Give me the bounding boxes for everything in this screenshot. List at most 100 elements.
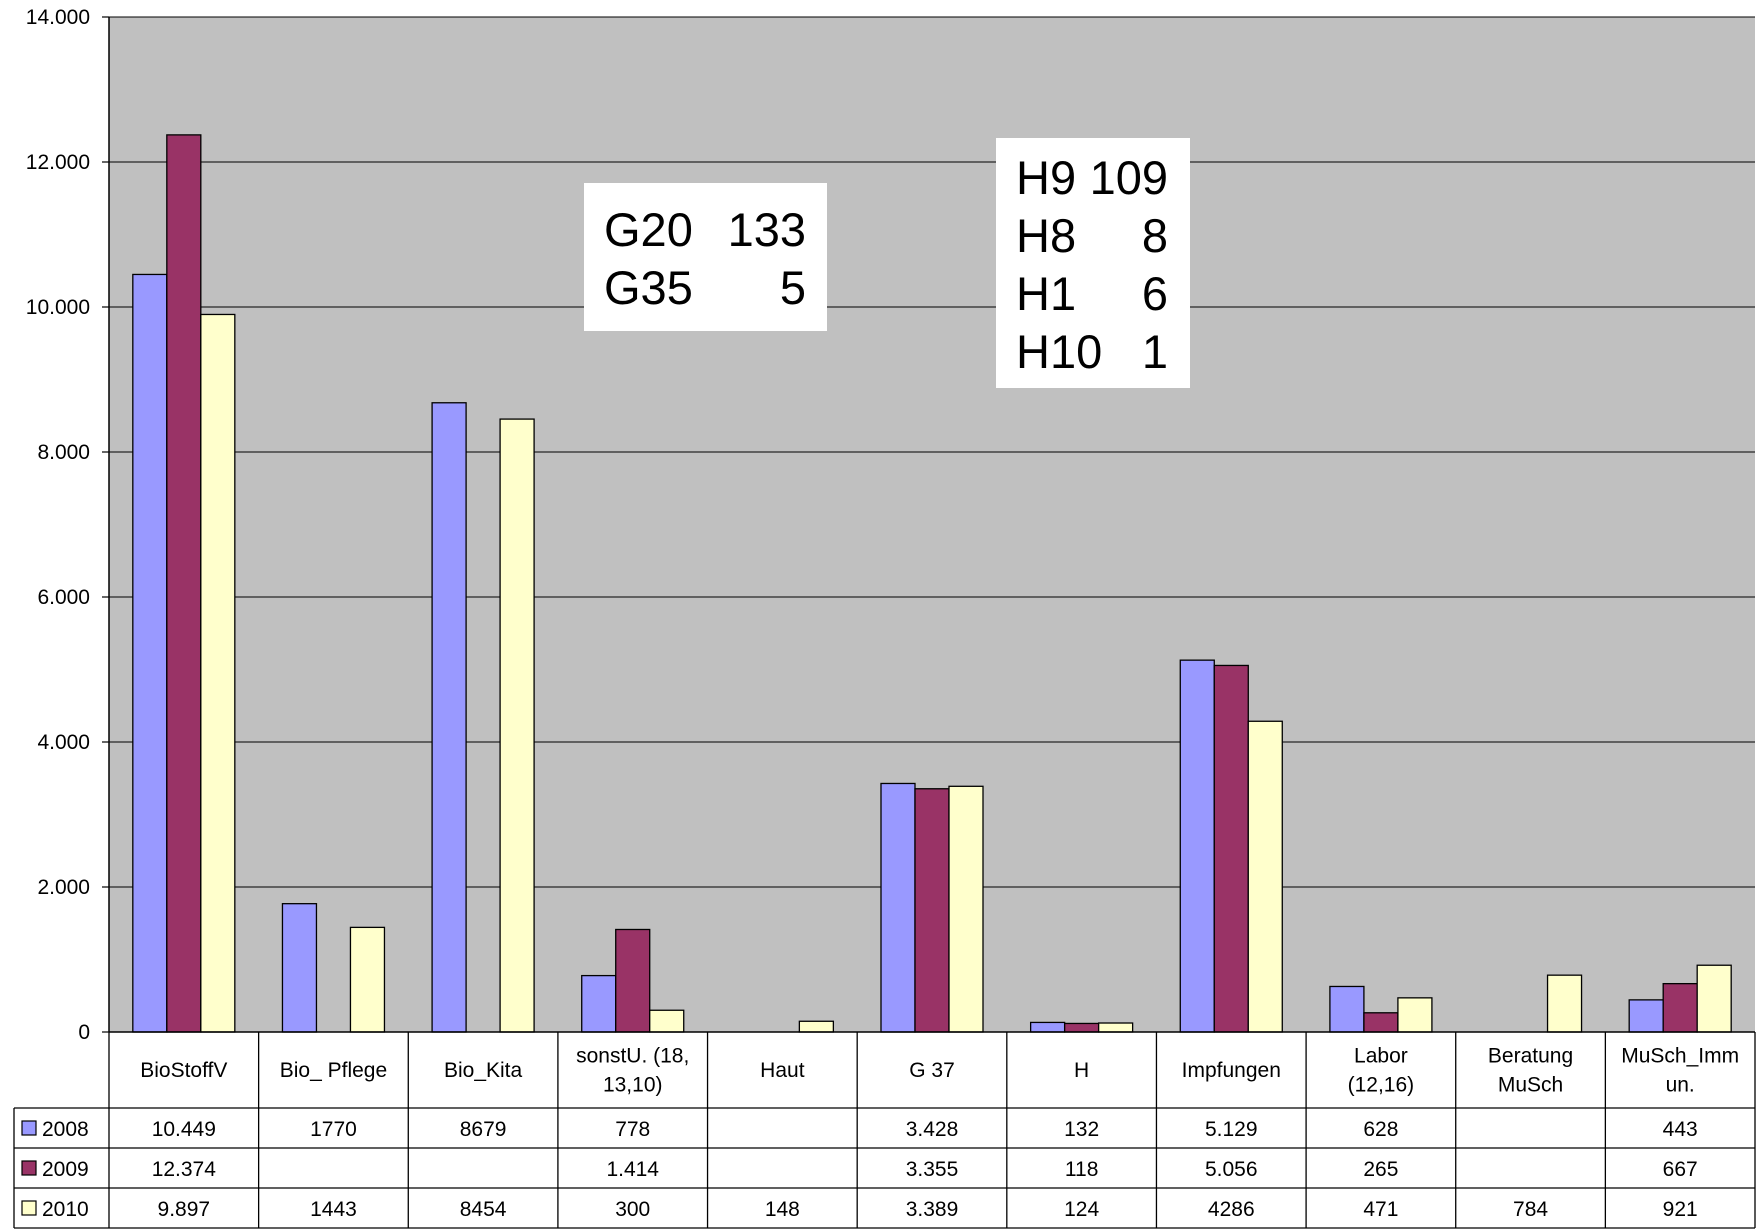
data-label: 10.449 — [152, 1118, 216, 1141]
annotation-code: H10 — [1016, 325, 1102, 378]
y-tick-label: 6.000 — [37, 586, 90, 609]
data-label: 300 — [615, 1198, 650, 1221]
category-label: sonstU. (18, — [576, 1045, 689, 1068]
bar-2008-0 — [132, 273, 168, 1033]
bar-2010-7 — [1247, 720, 1283, 1033]
bar-2008-3 — [581, 974, 617, 1033]
data-label: 471 — [1363, 1198, 1398, 1221]
legend-label: 2008 — [42, 1118, 89, 1141]
y-tick-label: 2.000 — [37, 876, 90, 899]
category-label: (12,16) — [1348, 1074, 1415, 1097]
y-tick-label: 10.000 — [26, 296, 90, 319]
annotation-code: H9 — [1016, 151, 1076, 204]
category-label: G 37 — [909, 1059, 955, 1082]
data-label: 3.428 — [906, 1118, 959, 1141]
bar-2008-6 — [1029, 1021, 1066, 1033]
data-label: 4286 — [1208, 1198, 1255, 1221]
bar-2008-1 — [281, 903, 318, 1033]
category-label: Beratung — [1488, 1045, 1573, 1068]
bar-2009-5 — [914, 788, 950, 1033]
data-label: 443 — [1663, 1118, 1698, 1141]
bar-2010-10 — [1696, 964, 1732, 1033]
bar-2010-1 — [349, 926, 386, 1033]
y-tick-label: 0 — [78, 1021, 90, 1044]
category-label: Labor — [1354, 1045, 1408, 1068]
annotation-box — [996, 138, 1190, 388]
data-label: 12.374 — [152, 1158, 217, 1181]
data-label: 778 — [615, 1118, 650, 1141]
category-label: 13,10) — [603, 1074, 663, 1097]
bar-2010-0 — [200, 313, 236, 1033]
y-tick-label: 4.000 — [37, 731, 90, 754]
data-label: 3.355 — [906, 1158, 959, 1181]
bar-2008-10 — [1628, 999, 1664, 1033]
category-label: Impfungen — [1182, 1059, 1281, 1082]
legend-key-2008 — [21, 1120, 37, 1136]
data-label: 667 — [1663, 1158, 1698, 1181]
bar-2010-5 — [948, 785, 984, 1033]
annotation-count: 8 — [1142, 209, 1168, 262]
data-label: 1443 — [310, 1198, 357, 1221]
legend-key-2010 — [21, 1200, 37, 1216]
bar-2008-5 — [880, 782, 916, 1033]
bar-2009-10 — [1662, 982, 1698, 1033]
bar-2010-8 — [1397, 997, 1433, 1033]
bar-2010-9 — [1546, 974, 1583, 1033]
annotation-count: 5 — [780, 261, 806, 314]
category-label: BioStoffV — [140, 1059, 227, 1082]
annotation-count: 1 — [1142, 325, 1168, 378]
data-label: 921 — [1663, 1198, 1698, 1221]
category-label: un. — [1666, 1074, 1695, 1097]
bar-2009-8 — [1363, 1012, 1399, 1033]
legend-label: 2010 — [42, 1198, 89, 1221]
data-label: 3.389 — [906, 1198, 959, 1221]
data-label: 132 — [1064, 1118, 1099, 1141]
data-label: 628 — [1363, 1118, 1398, 1141]
y-tick-label: 14.000 — [26, 6, 90, 29]
category-label: Bio_ Pflege — [280, 1059, 387, 1082]
bar-2009-7 — [1213, 664, 1249, 1033]
data-label: 784 — [1513, 1198, 1548, 1221]
data-table: BioStoffV Bio_ Pflege Bio_Kita sonstU. (18,… — [13, 1031, 1756, 1229]
annotation-code: G20 — [604, 203, 693, 256]
data-label: 8679 — [460, 1118, 507, 1141]
bar-2008-8 — [1329, 985, 1365, 1033]
bar-2009-0 — [166, 134, 202, 1033]
annotation-count: 133 — [728, 203, 806, 256]
category-label: H — [1074, 1059, 1089, 1082]
legend-key-2009 — [21, 1160, 37, 1176]
annotation-box — [584, 183, 827, 331]
bar-2009-6 — [1063, 1022, 1100, 1033]
bar-2010-2 — [499, 418, 535, 1033]
data-label: 265 — [1363, 1158, 1398, 1181]
bar-2010-4 — [798, 1020, 835, 1033]
annotation-count: 109 — [1090, 151, 1168, 204]
y-axis: 0 2.000 4.000 6.000 8.000 10.000 12.000 14.000 — [26, 6, 110, 1044]
data-label: 5.129 — [1205, 1118, 1258, 1141]
bar-2008-2 — [431, 402, 467, 1033]
category-label: Haut — [760, 1059, 805, 1082]
category-label: MuSch_Imm — [1621, 1045, 1739, 1068]
annotation-code: G35 — [604, 261, 693, 314]
data-label: 118 — [1065, 1158, 1098, 1181]
data-label: 9.897 — [158, 1198, 211, 1221]
data-label: 1.414 — [606, 1158, 659, 1181]
legend-label: 2009 — [42, 1158, 89, 1181]
data-label: 124 — [1064, 1198, 1099, 1221]
bar-2008-7 — [1179, 659, 1215, 1033]
gridlines — [109, 16, 1755, 888]
annotation-code: H8 — [1016, 209, 1076, 262]
category-label: Bio_Kita — [444, 1059, 523, 1082]
annotation-code: H1 — [1016, 267, 1076, 320]
data-label: 8454 — [460, 1198, 507, 1221]
data-label: 1770 — [310, 1118, 357, 1141]
y-tick-label: 8.000 — [37, 441, 90, 464]
annotations: G20 133 G35 5 H9 109 H8 8 H1 6 H10 1 — [584, 138, 1190, 388]
annotation-count: 6 — [1142, 267, 1168, 320]
bar-2010-6 — [1097, 1022, 1134, 1033]
bar-2010-3 — [649, 1009, 685, 1033]
y-tick-label: 12.000 — [26, 151, 90, 174]
category-label: MuSch — [1498, 1074, 1563, 1097]
data-label: 148 — [765, 1198, 800, 1221]
